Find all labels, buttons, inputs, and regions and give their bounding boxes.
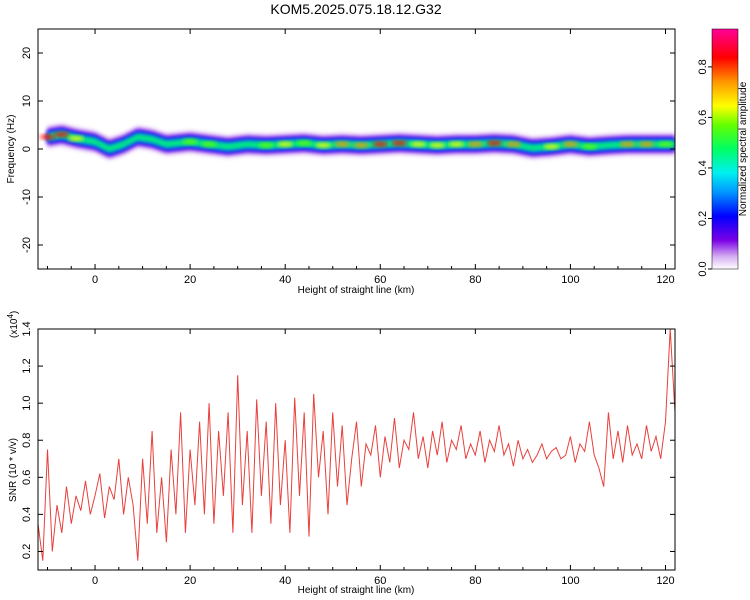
spectrogram-peak <box>334 142 351 147</box>
snr-multiplier-exponent: 4 <box>6 314 15 319</box>
spectrogram-ytick-label: 10 <box>21 95 33 107</box>
spectrogram-peak <box>410 142 427 147</box>
colorbar-label: Normalized spectral amplitude <box>738 81 749 216</box>
colorbar-tick-label: 0.0 <box>697 261 709 276</box>
spectrogram-peak <box>486 141 503 146</box>
snr-ytick-label: 1.2 <box>21 358 33 373</box>
spectrogram-peak <box>201 142 218 147</box>
spectrogram-peak <box>258 142 275 148</box>
spectrogram-plot <box>39 123 675 160</box>
spectrogram-xtick-label: 80 <box>469 274 481 286</box>
snr-ylabel: SNR (10 * v/v) <box>8 438 19 502</box>
snr-frame <box>37 328 676 571</box>
spectrogram-ytick-label: 20 <box>21 47 33 59</box>
spectrogram-peak <box>277 142 294 147</box>
spectrogram-peak <box>391 141 408 146</box>
chart-title: KOM5.2025.075.18.12.G32 <box>270 1 441 17</box>
spectrogram-xtick-label: 100 <box>561 274 579 286</box>
spectrogram-peak <box>562 142 579 147</box>
spectrogram-peak <box>372 142 389 147</box>
snr-ytick-label: 0.4 <box>21 507 33 522</box>
snr-xtick-label: 20 <box>184 575 196 587</box>
snr-ytick-label: 0.6 <box>21 470 33 485</box>
spectrogram-peak <box>505 142 522 147</box>
colorbar-tick-label: 0.8 <box>697 59 709 74</box>
colorbar-tick-label: 0.4 <box>697 160 709 175</box>
snr-multiplier: (x104) <box>6 311 20 338</box>
spectrogram-xlabel: Height of straight line (km) <box>298 285 415 296</box>
spectrogram-xtick-label: 120 <box>656 274 674 286</box>
spectrogram-peak <box>429 142 446 148</box>
spectrogram-peak <box>353 142 370 148</box>
spectrogram-peak <box>619 142 636 147</box>
snr-xtick-label: 60 <box>374 575 386 587</box>
spectrogram-peak <box>315 142 332 148</box>
spectrogram-xtick-label: 20 <box>184 274 196 286</box>
snr-ytick-label: 1.4 <box>21 321 33 336</box>
snr-xtick-label: 100 <box>561 575 579 587</box>
spectrogram-xtick-label: 40 <box>279 274 291 286</box>
colorbar-ticks: 0.0 0.2 0.4 0.6 0.8 <box>697 59 712 277</box>
snr-xtick-label: 40 <box>279 575 291 587</box>
snr-ytick-label: 0.8 <box>21 433 33 448</box>
spectrogram-peak <box>657 142 674 147</box>
spectrogram-peak <box>296 141 313 146</box>
spectrogram-peak <box>39 134 56 140</box>
snr-axes: 0 20 40 60 80 100 120 0.2 0.4 0.6 0.8 1.0 1.2 1.4 <box>21 321 675 587</box>
spectrogram-xtick-label: 60 <box>374 274 386 286</box>
snr-xtick-label: 0 <box>92 575 98 587</box>
colorbar-tick-label: 0.6 <box>697 110 709 125</box>
snr-line <box>38 329 675 561</box>
spectrogram-peak <box>543 144 560 149</box>
spectrogram-ytick-label: -10 <box>21 189 33 205</box>
snr-multiplier-base: (x10 <box>9 318 20 338</box>
snr-plot <box>38 329 675 561</box>
colorbar-gradient <box>711 28 739 270</box>
spectrogram-ylabel: Frequency (Hz) <box>6 115 17 184</box>
spectrogram-peak <box>68 136 85 141</box>
snr-ytick-label: 1.0 <box>21 396 33 411</box>
snr-xlabel: Height of straight line (km) <box>298 585 415 596</box>
spectrogram-peak <box>467 142 484 147</box>
snr-xtick-label: 80 <box>469 575 481 587</box>
snr-ytick-label: 0.2 <box>21 544 33 559</box>
spectrogram-peak <box>448 142 465 147</box>
snr-multiplier-close: ) <box>9 311 20 314</box>
spectrogram-peak <box>638 142 655 147</box>
spectrogram-band-4 <box>47 131 675 152</box>
spectrogram-peak <box>581 144 598 149</box>
spectrogram-peak <box>182 139 199 144</box>
spectrogram-peak <box>53 132 70 137</box>
colorbar: 0.0 0.2 0.4 0.6 0.8 Normalized spectral ampl… <box>697 28 749 277</box>
spectrogram-xtick-label: 0 <box>92 274 98 286</box>
snr-panel: 0 20 40 60 80 100 120 0.2 0.4 0.6 0.8 1.0 1.2 1.4 Hei… <box>6 311 676 596</box>
spectrogram-ytick-label: 0 <box>21 146 33 152</box>
spectrogram-ytick-label: -20 <box>21 237 33 253</box>
snr-xtick-label: 120 <box>656 575 674 587</box>
colorbar-tick-label: 0.2 <box>697 211 709 226</box>
